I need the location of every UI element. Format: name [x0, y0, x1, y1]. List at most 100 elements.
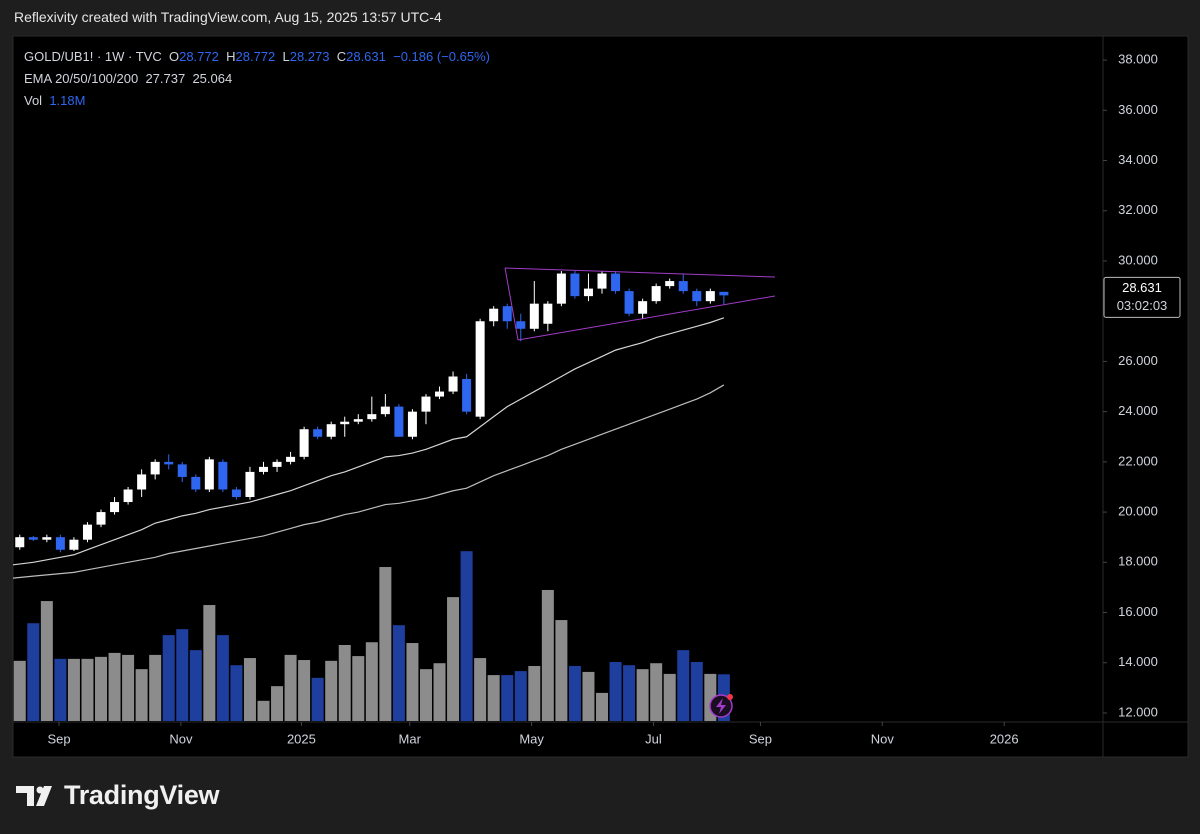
volume-label: Vol — [24, 93, 43, 108]
triangle-drawing — [504, 267, 776, 341]
y-tick-label: 14.000 — [1118, 654, 1158, 669]
volume-bar — [352, 656, 365, 721]
volume-bar — [636, 669, 649, 721]
candle-body — [502, 306, 512, 322]
volume-bar — [663, 673, 676, 721]
candle-body — [137, 474, 147, 490]
volume-bar — [365, 642, 378, 721]
candle-body — [204, 459, 214, 490]
candle-body — [299, 429, 309, 457]
volume-bar — [243, 658, 256, 721]
ohlc-key: L — [282, 49, 290, 64]
candle-body — [421, 396, 431, 412]
candle-body — [597, 273, 607, 289]
candle-body — [258, 466, 268, 472]
ema-line — [13, 317, 725, 566]
volume-bar — [284, 654, 297, 721]
volume-bar — [95, 656, 108, 721]
candle-body — [110, 502, 120, 513]
x-tick-label: Nov — [871, 731, 895, 746]
axes: 12.000 14.000 16.000 18.000 20.000 22.000 24.0… — [47, 52, 1181, 746]
volume-bar — [216, 635, 229, 721]
candle-body — [177, 464, 187, 477]
volume-bar — [433, 663, 446, 721]
volume-bar — [176, 629, 189, 721]
candle-body — [380, 406, 390, 415]
volume-bar — [189, 650, 202, 721]
candle-body — [150, 461, 160, 475]
legend: GOLD/UB1! · 1W · TVC O28.772 H28.772 L28… — [24, 46, 490, 112]
candle-body — [28, 537, 38, 540]
candle-body — [394, 406, 404, 437]
countdown: 03:02:03 — [1117, 298, 1168, 313]
volume-bar — [13, 660, 26, 721]
volume-bar — [108, 652, 121, 721]
volume-bar — [555, 620, 568, 721]
candle-body — [69, 539, 79, 550]
volume-bar — [541, 589, 554, 721]
volume-bar — [40, 601, 53, 721]
candle-body — [164, 461, 174, 465]
volume-bar — [392, 625, 405, 721]
trend-line — [517, 295, 776, 341]
candle-body — [583, 288, 593, 297]
x-tick-label: Jul — [645, 731, 662, 746]
volume-bar — [582, 671, 595, 721]
candle-body — [556, 273, 566, 304]
last-price-box — [1103, 276, 1181, 318]
candle-body — [42, 537, 52, 540]
candle-body — [651, 286, 661, 302]
trend-line — [504, 267, 776, 278]
volume-icon[interactable] — [709, 694, 733, 718]
ohlc-value: 28.772 — [179, 49, 219, 64]
y-tick-label: 36.000 — [1118, 102, 1158, 117]
y-tick-label: 32.000 — [1118, 202, 1158, 217]
x-tick-label: Nov — [169, 731, 193, 746]
logo-mark — [36, 786, 52, 806]
candle-body — [624, 291, 634, 314]
candle-body — [55, 537, 65, 550]
candle-body — [462, 379, 472, 412]
volume-bar — [501, 675, 514, 721]
symbol: GOLD/UB1! · 1W · TVC — [24, 49, 162, 64]
volume-bar — [67, 658, 80, 721]
last-price-label: 28.631 — [1122, 280, 1162, 295]
volume-bar — [257, 700, 270, 721]
ema-value: 25.064 — [192, 71, 233, 86]
candle-body — [475, 321, 485, 417]
candle-body — [313, 429, 323, 437]
y-tick-label: 26.000 — [1118, 353, 1158, 368]
ema-value: 27.737 — [145, 71, 186, 86]
candle-body — [665, 281, 675, 287]
candle-body — [692, 291, 702, 302]
candle-body — [529, 303, 539, 329]
candle-body — [705, 291, 715, 302]
volume-bar — [81, 658, 94, 721]
volume-bar — [650, 663, 663, 721]
volume-bar — [568, 665, 581, 721]
candle-body — [489, 308, 499, 322]
volume-bar — [487, 675, 500, 721]
trend-line — [504, 267, 519, 341]
candle-body — [123, 489, 133, 503]
volume-bar — [460, 551, 473, 721]
y-tick-label: 22.000 — [1118, 453, 1158, 468]
y-tick-label: 12.000 — [1118, 704, 1158, 719]
volume-bar — [514, 671, 527, 721]
candle-body — [719, 291, 729, 296]
volume-bar — [135, 669, 148, 721]
ohlc-key: O — [168, 49, 180, 64]
candle-body — [272, 461, 282, 467]
brand: TradingView — [64, 780, 220, 810]
volume-bar — [122, 654, 135, 721]
candle-body — [286, 456, 296, 462]
candle-body — [367, 414, 377, 420]
candle-body — [82, 524, 92, 540]
icon-dot — [727, 694, 733, 700]
y-tick-label: 38.000 — [1118, 52, 1158, 67]
volume-bar — [325, 660, 338, 721]
volume-bar — [203, 605, 216, 721]
chart-background — [12, 35, 1189, 758]
